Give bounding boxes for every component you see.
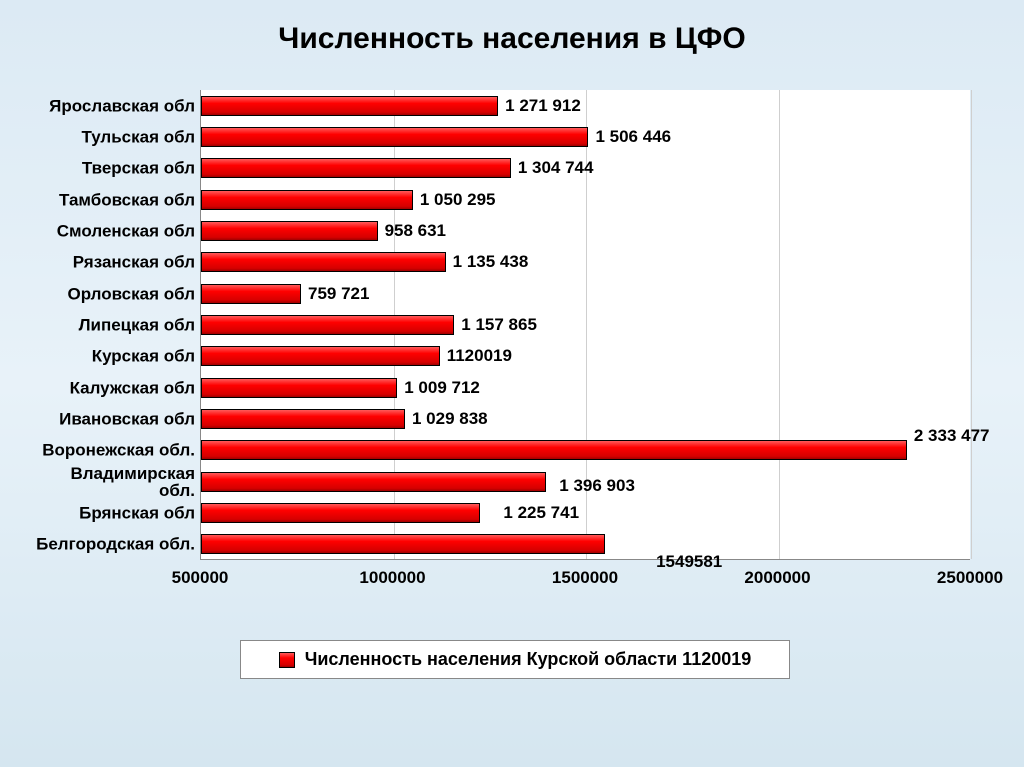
y-axis-category-label: Орловская обл [30, 285, 195, 302]
x-axis-tick-label: 2000000 [718, 568, 838, 588]
bar [201, 440, 907, 460]
y-axis-category-label: Липецкая обл [30, 317, 195, 334]
y-axis-category-label: Рязанская обл [30, 254, 195, 271]
legend: Численность населения Курской области 11… [240, 640, 790, 679]
legend-swatch [279, 652, 295, 668]
bar-value-label: 1 506 446 [595, 127, 671, 147]
chart-title: Численность населения в ЦФО [0, 22, 1024, 56]
y-axis-category-label: Брянская обл [30, 505, 195, 522]
gridline [971, 90, 972, 559]
bar [201, 127, 588, 147]
bar [201, 378, 397, 398]
bar-value-label: 1120019 [447, 346, 512, 366]
bar-value-label: 1549581 [656, 552, 722, 572]
bar [201, 158, 511, 178]
y-axis-category-label: Смоленская обл [30, 223, 195, 240]
bar-value-label: 2 333 477 [914, 426, 990, 446]
y-axis-category-label: Владимирская обл. [30, 465, 195, 499]
bar-value-label: 1 157 865 [461, 315, 537, 335]
y-axis-category-label: Белгородская обл. [30, 536, 195, 553]
bar [201, 284, 301, 304]
y-axis-category-label: Курская обл [30, 348, 195, 365]
y-axis-category-label: Ивановская обл [30, 411, 195, 428]
gridline [779, 90, 780, 559]
bar-value-label: 1 135 438 [453, 252, 529, 272]
y-axis-category-label: Калужская обл [30, 379, 195, 396]
bar-value-label: 1 050 295 [420, 190, 496, 210]
y-axis-category-label: Ярославская обл [30, 97, 195, 114]
bar [201, 472, 546, 492]
y-axis-category-label: Тверская обл [30, 160, 195, 177]
bar [201, 503, 480, 523]
bar-value-label: 1 029 838 [412, 409, 488, 429]
bar-value-label: 1 009 712 [404, 378, 480, 398]
legend-text: Численность населения Курской области 11… [305, 649, 752, 670]
bar [201, 315, 454, 335]
y-axis-category-label: Тамбовская обл [30, 191, 195, 208]
bar [201, 346, 440, 366]
bar-value-label: 1 304 744 [518, 158, 594, 178]
bar-value-label: 1 271 912 [505, 96, 581, 116]
y-axis-category-label: Тульская обл [30, 129, 195, 146]
bar [201, 409, 405, 429]
bar-value-label: 759 721 [308, 284, 369, 304]
bar [201, 252, 446, 272]
bar [201, 96, 498, 116]
x-axis-tick-label: 500000 [140, 568, 260, 588]
x-axis-tick-label: 1000000 [333, 568, 453, 588]
bar-value-label: 1 396 903 [559, 476, 635, 496]
bar-value-label: 1 225 741 [503, 503, 579, 523]
bar-value-label: 958 631 [385, 221, 446, 241]
y-axis-category-label: Воронежская обл. [30, 442, 195, 459]
chart-area: 5000001000000150000020000002500000Яросла… [30, 80, 990, 610]
bar [201, 534, 605, 554]
bar [201, 221, 378, 241]
x-axis-tick-label: 2500000 [910, 568, 1024, 588]
x-axis-tick-label: 1500000 [525, 568, 645, 588]
bar [201, 190, 413, 210]
